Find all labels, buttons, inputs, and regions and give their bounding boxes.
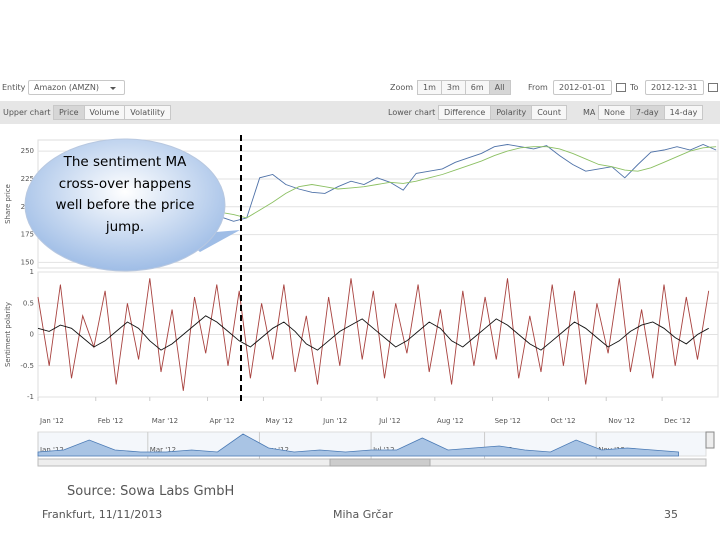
x-tick-label: May '12 bbox=[265, 417, 293, 425]
series-line bbox=[37, 315, 709, 351]
zoom-group: 1m 3m 6m All bbox=[417, 79, 511, 95]
from-label: From bbox=[528, 82, 548, 92]
x-tick-label: Jan '12 bbox=[39, 417, 64, 425]
upper-chart-label: Upper chart bbox=[3, 108, 51, 117]
x-tick-label: Feb '12 bbox=[98, 417, 123, 425]
x-tick-label: Jul '12 bbox=[378, 417, 401, 425]
y-tick-label: 0.5 bbox=[23, 299, 34, 307]
x-tick-label: Jun '12 bbox=[322, 417, 347, 425]
y-axis-label: Sentiment polarity bbox=[4, 302, 12, 367]
x-tick-label: Sep '12 bbox=[495, 417, 521, 425]
entity-label: Entity bbox=[2, 82, 26, 92]
option-button[interactable]: Volatility bbox=[124, 105, 171, 120]
y-tick-label: 175 bbox=[21, 231, 34, 239]
area bbox=[37, 433, 679, 457]
upper-chart-group: Price Volume Volatility bbox=[53, 105, 171, 120]
x-tick-label: Mar '12 bbox=[152, 417, 178, 425]
x-tick-label: Oct '12 bbox=[550, 417, 575, 425]
y-tick-label: 0 bbox=[30, 331, 34, 339]
x-tick-label: Jan '12 bbox=[39, 446, 64, 454]
option-button[interactable]: Volume bbox=[83, 105, 126, 120]
entity-select[interactable]: Amazon (AMZN) bbox=[28, 79, 125, 95]
y-tick-label: -1 bbox=[27, 393, 34, 401]
lower-chart-label: Lower chart bbox=[388, 108, 436, 117]
y-axis-label: Share price bbox=[4, 184, 12, 224]
page-number: 35 bbox=[664, 508, 678, 521]
callout-text: The sentiment MA cross-over happens well… bbox=[55, 154, 195, 235]
option-button[interactable]: 14-day bbox=[663, 105, 704, 120]
calendar-icon[interactable] bbox=[615, 82, 626, 92]
scrollbar-thumb[interactable] bbox=[329, 458, 431, 467]
toolbar-row: Upper chart Price Volume Volatility Lower … bbox=[0, 101, 720, 124]
x-tick-label: Dec '12 bbox=[664, 417, 691, 425]
x-tick-label: Mar '12 bbox=[150, 446, 176, 454]
to-label: To bbox=[630, 82, 639, 92]
x-tick-label: Apr '12 bbox=[210, 417, 235, 425]
y-tick-label: 150 bbox=[21, 258, 34, 266]
option-button[interactable]: 6m bbox=[464, 79, 490, 95]
ma-group: None 7-day 14-day bbox=[598, 105, 704, 120]
source: Source: Sowa Labs GmbH bbox=[67, 484, 235, 499]
footer-author: Miha Grčar bbox=[333, 508, 393, 521]
series-line bbox=[37, 278, 710, 391]
calendar-icon[interactable] bbox=[707, 82, 718, 92]
zoom-label: Zoom bbox=[390, 82, 414, 92]
option-button[interactable]: Count bbox=[531, 105, 567, 120]
x-tick-label: Nov '12 bbox=[608, 417, 635, 425]
y-tick-label: -0.5 bbox=[20, 362, 34, 370]
x-tick-label: Aug '12 bbox=[437, 417, 464, 425]
footer-place-date: Frankfurt, 11/11/2013 bbox=[42, 508, 163, 521]
callout-bubble bbox=[24, 138, 226, 272]
toolbar-row: Entity Amazon (AMZN) Zoom 1m 3m 6m All From… bbox=[0, 76, 720, 98]
lower-chart-group: Difference Polarity Count bbox=[438, 105, 567, 120]
option-button[interactable]: 7-day bbox=[629, 105, 665, 120]
to-input[interactable]: 2012-12-31 bbox=[645, 79, 704, 95]
ma-label: MA bbox=[583, 108, 596, 117]
option-button[interactable]: Price bbox=[53, 105, 85, 120]
option-button[interactable]: All bbox=[488, 79, 511, 95]
navigator-handle[interactable] bbox=[705, 431, 715, 449]
y-tick-label: 250 bbox=[21, 147, 34, 155]
y-tick-label: 225 bbox=[21, 175, 34, 183]
from-input[interactable]: 2012-01-01 bbox=[553, 79, 612, 95]
y-tick-label: 1 bbox=[30, 268, 34, 276]
